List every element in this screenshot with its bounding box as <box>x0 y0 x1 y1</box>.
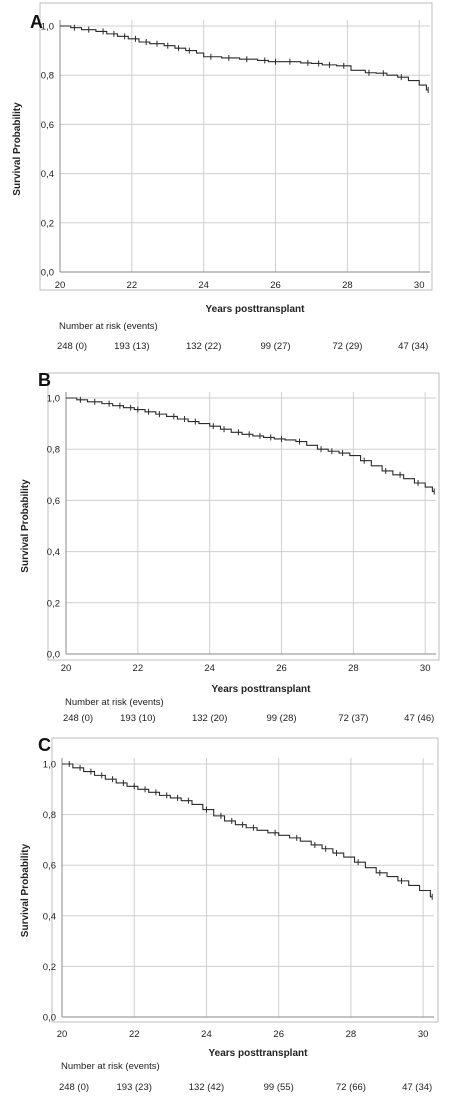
y-tick-label: 0,8 <box>43 810 56 821</box>
x-tick-label: 30 <box>418 1029 429 1040</box>
x-tick-label: 28 <box>346 1029 357 1040</box>
y-tick-label: 0,2 <box>43 962 56 973</box>
y-axis-label: Survival Probability <box>20 479 31 573</box>
x-tick-label: 22 <box>129 1029 140 1040</box>
risk-cell-24: 132 (42) <box>188 1082 225 1093</box>
panel-frame <box>47 372 440 661</box>
risk-cell-30: 47 (34) <box>402 1082 433 1093</box>
risk-cell-20: 248 (0) <box>56 341 88 352</box>
risk-cell-28: 72 (37) <box>338 713 369 724</box>
y-tick-label: 0,0 <box>43 1013 56 1024</box>
panel-label: A <box>30 12 43 32</box>
panel-label: C <box>38 735 51 755</box>
risk-cell-24: 132 (22) <box>185 341 222 352</box>
risk-cell-30: 47 (46) <box>404 713 435 724</box>
risk-cell-24: 132 (20) <box>191 713 228 724</box>
x-tick-label: 28 <box>342 280 353 291</box>
y-tick-label: 0,2 <box>41 218 54 229</box>
y-tick-label: 0,6 <box>41 120 54 131</box>
y-tick-label: 1,0 <box>41 22 54 33</box>
y-tick-label: 0,4 <box>43 911 56 922</box>
x-tick-label: 20 <box>61 663 72 674</box>
risk-cell-30: 47 (34) <box>398 341 429 352</box>
y-tick-label: 0,8 <box>41 71 54 82</box>
x-tick-label: 26 <box>270 280 281 291</box>
y-tick-label: 0,6 <box>47 496 60 507</box>
y-tick-label: 1,0 <box>43 760 56 771</box>
risk-table-title: Number at risk (events) <box>59 321 158 332</box>
panel-c: C 20 22 24 26 28 30 0,0 0,2 0,4 0,6 0,8 1,0 Survival … <box>20 735 439 1059</box>
x-tick-label: 22 <box>127 280 138 291</box>
risk-table-title: Number at risk (events) <box>65 697 164 708</box>
risk-cell-20: 248 (0) <box>58 1082 90 1093</box>
y-tick-label: 0,6 <box>43 861 56 872</box>
risk-cell-26: 99 (55) <box>263 1082 294 1093</box>
x-tick-label: 28 <box>348 663 359 674</box>
x-tick-label: 24 <box>198 280 209 291</box>
x-tick-label: 30 <box>414 280 425 291</box>
panel-b: B 20 22 24 26 28 30 0,0 0,2 0,4 0,6 0,8 1,0 Survival … <box>20 370 440 695</box>
risk-cell-26: 99 (27) <box>260 341 291 352</box>
y-tick-label: 1,0 <box>47 394 60 405</box>
x-axis-label: Years posttransplant <box>206 304 306 315</box>
survival-curve <box>66 397 435 492</box>
risk-cell-28: 72 (66) <box>335 1082 366 1093</box>
risk-cell-22: 193 (13) <box>114 341 150 352</box>
risk-table-title: Number at risk (events) <box>61 1061 160 1072</box>
x-tick-label: 26 <box>273 1029 284 1040</box>
y-tick-label: 0,4 <box>41 169 54 180</box>
x-axis-label: Years posttransplant <box>212 684 312 695</box>
y-tick-label: 0,0 <box>41 268 54 279</box>
x-tick-label: 26 <box>276 663 287 674</box>
x-tick-label: 24 <box>201 1029 212 1040</box>
panel-a: A 20 22 24 26 28 30 0,0 0,2 0,4 0,6 0,8 1,0 Survival … <box>12 2 433 315</box>
x-tick-label: 20 <box>57 1029 68 1040</box>
x-tick-label: 24 <box>204 663 215 674</box>
risk-cell-28: 72 (29) <box>332 341 363 352</box>
y-tick-label: 0,4 <box>47 547 60 558</box>
x-tick-label: 30 <box>420 663 431 674</box>
panel-frame <box>51 737 439 1023</box>
x-axis-label: Years posttransplant <box>209 1048 309 1059</box>
x-tick-label: 20 <box>55 280 66 291</box>
panel-label: B <box>38 370 51 390</box>
risk-cell-22: 193 (10) <box>120 713 156 724</box>
panel-frame <box>39 2 433 291</box>
risk-cell-26: 99 (28) <box>266 713 297 724</box>
y-tick-label: 0,0 <box>47 650 60 661</box>
survival-curve <box>62 763 433 898</box>
y-tick-label: 0,2 <box>47 598 60 609</box>
risk-cell-20: 248 (0) <box>62 713 94 724</box>
y-tick-label: 0,8 <box>47 445 60 456</box>
y-axis-label: Survival Probability <box>12 102 23 196</box>
risk-cell-22: 193 (23) <box>116 1082 152 1093</box>
survival-curve <box>60 25 429 91</box>
x-tick-label: 22 <box>133 663 144 674</box>
y-axis-label: Survival Probability <box>20 843 31 937</box>
